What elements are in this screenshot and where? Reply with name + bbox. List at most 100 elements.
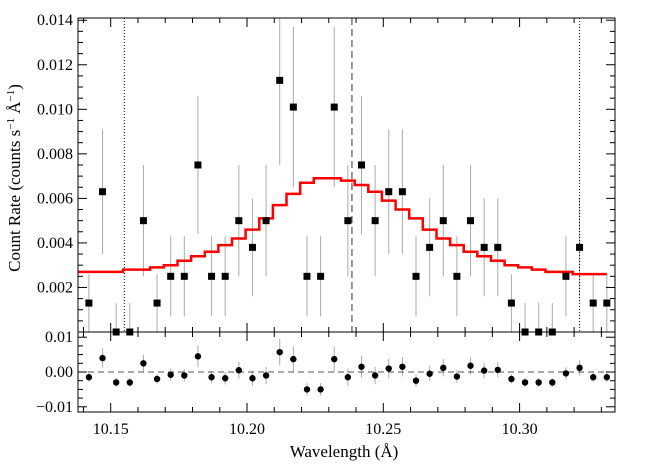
x-tick-labels: 10.15 10.20 10.25 10.30 [93,421,538,438]
residual-point [358,363,365,370]
x-tick-label: 10.25 [365,421,401,438]
y-axis-title-mid: Å [5,101,24,118]
data-point [412,272,420,280]
residual-y-tick-label: −0.01 [36,399,73,416]
model-curve [78,177,607,276]
residual-y-tick-label: 0.01 [45,329,73,346]
x-axis-title: Wavelength (Å) [290,442,399,461]
data-point [153,299,161,307]
main-y-tick-labels: 0.002 0.004 0.006 0.008 0.010 0.012 0.014 [37,12,73,296]
spectrum-panel: 0.002 0.004 0.006 0.008 0.010 0.012 0.014 [37,12,616,336]
y-axis-title-main: Count Rate (counts s [5,130,24,272]
residual-point [412,377,420,384]
y-axis-title: Count Rate (counts s−1 Å−1) [5,84,24,272]
data-point [344,217,352,225]
main-error-bars [88,18,608,332]
residual-error-bars [88,338,608,396]
residual-point [508,375,515,383]
data-point [589,299,597,307]
residual-point [494,366,501,374]
data-point [276,76,284,84]
data-point [385,188,393,196]
data-point [248,243,256,251]
data-point [439,217,447,225]
data-point [139,217,147,225]
residual-point [85,374,93,381]
x-tick-label: 10.15 [93,421,129,438]
residual-point [589,374,597,381]
y-tick-label: 0.002 [37,279,73,296]
y-tick-label: 0.006 [37,190,73,207]
residual-point [167,371,174,378]
residual-point [331,355,338,363]
residual-point [535,379,542,386]
y-tick-label: 0.010 [37,101,73,118]
residual-point [549,379,556,386]
residual-point [344,374,352,381]
residual-point [371,372,379,379]
data-point [85,299,93,307]
y-axis-title-exp1: −1 [5,118,17,130]
residual-point [140,360,147,367]
residual-point [562,370,570,377]
residual-point [303,386,311,393]
y-axis-title-end: ) [5,84,24,90]
residual-point [208,374,215,381]
data-point [576,243,584,251]
residual-point [521,379,529,386]
x-tick-label: 10.20 [229,421,265,438]
data-point [167,272,175,280]
residual-panel: −0.01 0.00 0.01 10.15 10.20 10.25 10.30 [36,329,616,438]
data-point [357,161,365,169]
data-point [303,272,311,280]
residual-point [480,367,488,374]
residual-point [453,373,461,380]
residual-y-tick-labels: −0.01 0.00 0.01 [36,329,73,416]
residual-point [126,379,133,386]
residual-point [440,364,447,372]
residual-point [467,362,474,369]
residual-point [235,367,243,374]
y-tick-label: 0.008 [37,146,73,163]
data-point [194,161,202,169]
residual-data-points [85,348,611,393]
residual-axis-ticks [78,332,615,412]
data-point [507,299,515,307]
data-point [221,272,229,280]
y-tick-label: 0.014 [37,12,73,29]
residual-point [317,386,324,393]
residual-point [290,355,297,363]
y-tick-label: 0.004 [37,235,73,252]
y-tick-label: 0.012 [37,57,73,74]
data-point [562,272,570,280]
data-point [262,217,270,225]
data-point [453,272,461,280]
residual-point [385,365,392,372]
data-point [603,299,611,307]
y-axis-title-exp2: −1 [5,90,17,102]
residual-point [181,372,188,379]
data-point [480,243,488,251]
residual-point [276,348,283,356]
residual-point [221,375,229,382]
data-point [99,188,107,196]
data-point [398,188,406,196]
residual-point [112,379,120,386]
residual-point [603,374,611,381]
residual-point [99,354,106,362]
main-plot-frame [77,17,616,333]
main-reference-lines [123,18,581,332]
residual-point [249,375,256,382]
main-axis-ticks [78,18,615,332]
residual-point [399,363,406,370]
residual-point [262,372,270,379]
data-point [289,103,297,111]
data-point [330,103,338,111]
residual-point [194,353,202,360]
data-point [208,272,216,280]
residual-point [153,375,161,383]
x-tick-label: 10.30 [502,421,538,438]
residual-point [576,364,583,372]
data-point [426,243,434,251]
